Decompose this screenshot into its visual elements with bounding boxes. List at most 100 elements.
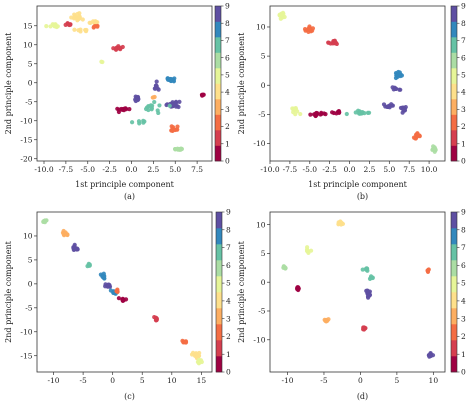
y-tick-label: -20 <box>20 154 32 163</box>
data-point <box>95 24 100 29</box>
scatter-panel-2: -10.0 -7.5 -5.0 -2.5 0.0 2.5 5.0 7.5 10.0 -10 -5 0 5… <box>237 2 466 201</box>
panel-caption: (b) <box>357 192 368 201</box>
data-point <box>92 24 97 29</box>
data-point <box>334 41 339 47</box>
colorbar-frame <box>214 5 222 162</box>
data-point <box>344 111 349 117</box>
data-point <box>330 41 335 46</box>
data-point <box>306 26 311 31</box>
colorbar-frame <box>215 211 223 373</box>
y-axis-label: 2nd principle component <box>237 32 246 134</box>
y-tick-label: 0 <box>28 279 33 288</box>
data-point <box>282 265 288 270</box>
colorbar-tick-label: 0 <box>461 157 466 166</box>
colorbar-tick-label: 4 <box>226 296 231 305</box>
colorbar-tick-label: 2 <box>461 332 466 341</box>
data-point <box>87 20 92 25</box>
colorbar-tick-label: 7 <box>226 243 231 252</box>
x-tick-label: 10 <box>429 376 439 385</box>
data-point <box>87 262 92 267</box>
colorbar-tick-label: 3 <box>226 314 231 323</box>
data-point <box>120 297 125 302</box>
y-tick-label: 0 <box>261 81 266 90</box>
data-point <box>365 294 371 299</box>
y-tick-label: 5 <box>261 249 266 258</box>
colorbar-tick-label: 5 <box>461 279 466 288</box>
data-points <box>41 218 204 366</box>
data-point <box>153 83 159 88</box>
plot-frame <box>269 211 446 373</box>
colorbar-segment <box>216 308 222 325</box>
colorbar-segment <box>216 340 222 357</box>
data-point <box>338 219 343 224</box>
data-point <box>415 132 420 137</box>
colorbar-segment <box>215 83 221 100</box>
colorbar-segment <box>451 292 457 309</box>
colorbar-segment <box>451 6 457 22</box>
data-points <box>281 219 436 359</box>
x-tick-label: 10.0 <box>421 165 438 174</box>
data-point <box>154 79 159 84</box>
colorbar-tick-label: 0 <box>225 157 230 166</box>
colorbar-tick-label: 7 <box>461 243 466 252</box>
data-point <box>305 245 310 250</box>
colorbar-segment <box>215 37 221 53</box>
colorbar-tick-label: 6 <box>461 261 466 270</box>
x-tick-label: 2.5 <box>363 165 375 174</box>
x-axis-label: 1st principle component <box>308 180 407 189</box>
colorbar-tick-label: 8 <box>226 225 231 234</box>
colorbar-segment <box>451 21 457 38</box>
x-tick-label: -7.5 <box>59 165 74 174</box>
x-tick-label: 15 <box>197 376 207 385</box>
data-point <box>136 119 142 124</box>
data-point <box>432 147 437 152</box>
colorbar-segment <box>216 356 222 373</box>
colorbar-segment <box>451 324 457 341</box>
colorbar-tick-label: 1 <box>226 350 231 359</box>
colorbar-tick-label: 8 <box>461 225 466 234</box>
colorbar-frame <box>450 211 458 373</box>
x-tick-label: -10.0 <box>34 165 53 174</box>
data-point <box>134 97 139 102</box>
data-point <box>425 269 431 274</box>
data-point <box>389 103 395 108</box>
x-tick-label: 5.0 <box>169 165 181 174</box>
data-point <box>366 110 372 115</box>
data-point <box>360 110 365 115</box>
data-point <box>175 127 180 132</box>
data-point <box>74 246 79 251</box>
data-points <box>44 11 206 152</box>
colorbar-tick-label: 4 <box>461 296 466 305</box>
y-tick-label: -5 <box>25 303 33 312</box>
data-point <box>93 19 98 24</box>
colorbar-segment <box>451 340 457 357</box>
colorbar-tick-label: 3 <box>461 105 466 114</box>
colorbar-segment <box>216 212 222 229</box>
colorbar-segment <box>216 260 222 277</box>
data-point <box>336 110 342 116</box>
data-point <box>360 267 365 272</box>
data-point <box>127 107 132 112</box>
data-point <box>52 23 58 28</box>
colorbar-segment <box>451 260 457 277</box>
y-axis-label: 2nd principle component <box>237 240 246 342</box>
colorbar-segment <box>216 244 222 261</box>
x-tick-label: -5.0 <box>81 165 96 174</box>
colorbar-segment <box>451 130 457 146</box>
colorbar-segment <box>216 292 222 309</box>
data-point <box>170 126 175 132</box>
y-tick-label: 0 <box>261 278 266 287</box>
colorbar-tick-label: 4 <box>461 88 466 97</box>
x-tick-label: 0 <box>110 376 115 385</box>
data-point <box>101 271 106 276</box>
colorbar-segment <box>215 130 221 146</box>
data-point <box>385 104 390 109</box>
data-point <box>279 13 284 18</box>
x-tick-label: -2.5 <box>322 165 337 174</box>
colorbar-segment <box>451 68 457 84</box>
plot-frame <box>36 211 213 373</box>
colorbar-tick-label: 8 <box>225 19 230 28</box>
data-point <box>152 94 157 100</box>
colorbar-segment <box>215 6 221 22</box>
data-point <box>172 101 177 106</box>
